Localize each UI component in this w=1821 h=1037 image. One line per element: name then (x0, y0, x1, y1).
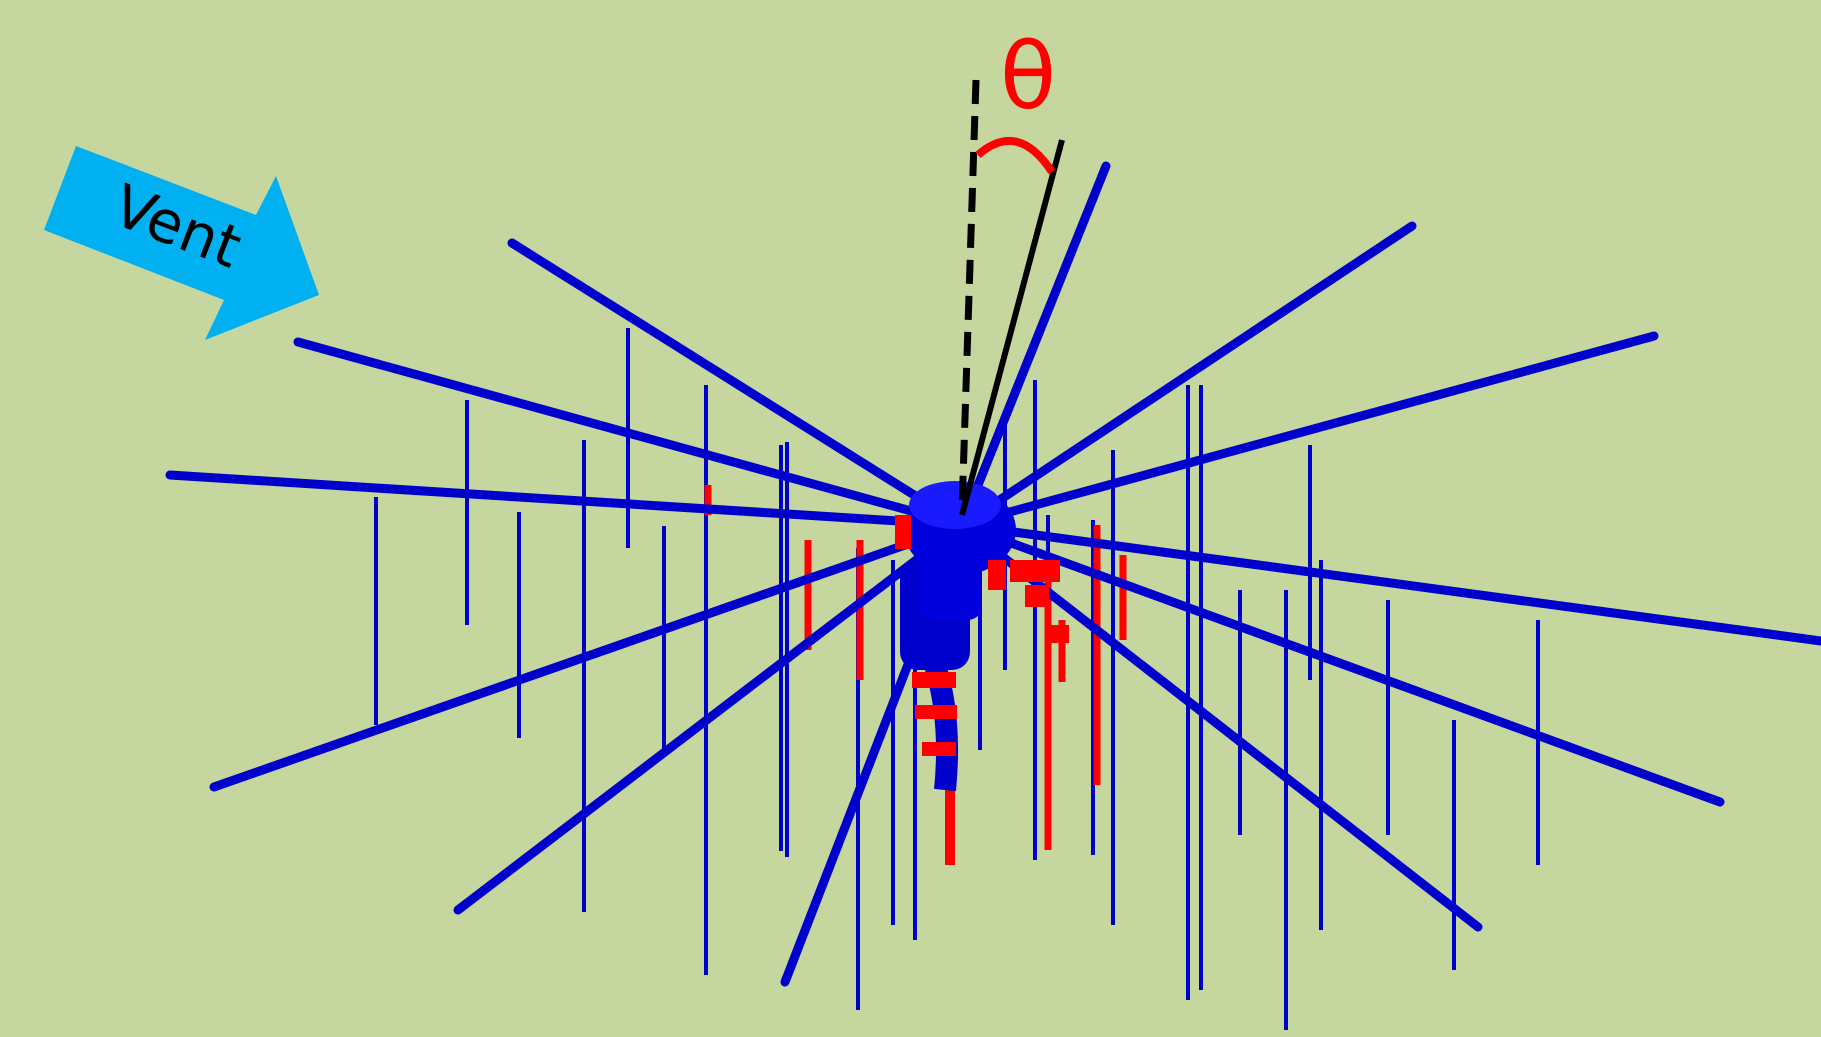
drop-lines (374, 328, 1540, 1030)
radial-arm (957, 520, 1821, 646)
radial-arm (507, 238, 967, 530)
hub-top (909, 481, 1001, 529)
angle-arc (975, 137, 1056, 175)
angle-label: θ (1000, 23, 1056, 130)
hub-red-collar (1010, 560, 1060, 582)
hub-red-collar (1045, 625, 1069, 643)
radial-arm (165, 470, 967, 530)
hub-red-collar (1025, 585, 1049, 607)
wind-arrow-shape (44, 146, 319, 340)
radial-arm (209, 520, 967, 792)
central-hub (895, 481, 1069, 865)
wind-arrow: Vent (44, 146, 319, 340)
radial-arm (453, 520, 967, 915)
tilted-axis-line (959, 139, 1065, 516)
radial-arm (957, 331, 1659, 530)
hub-red-collar (988, 560, 1006, 590)
vertical-reference-line (958, 79, 980, 511)
radial-arm (957, 161, 1111, 530)
radial-arm (957, 520, 1725, 807)
radial-arm (293, 337, 967, 530)
radial-arm (957, 221, 1417, 530)
stem-band-red (915, 705, 957, 719)
hub-red-collar (895, 515, 911, 549)
stem-band-red (912, 672, 956, 688)
stem-band-red (922, 742, 956, 756)
